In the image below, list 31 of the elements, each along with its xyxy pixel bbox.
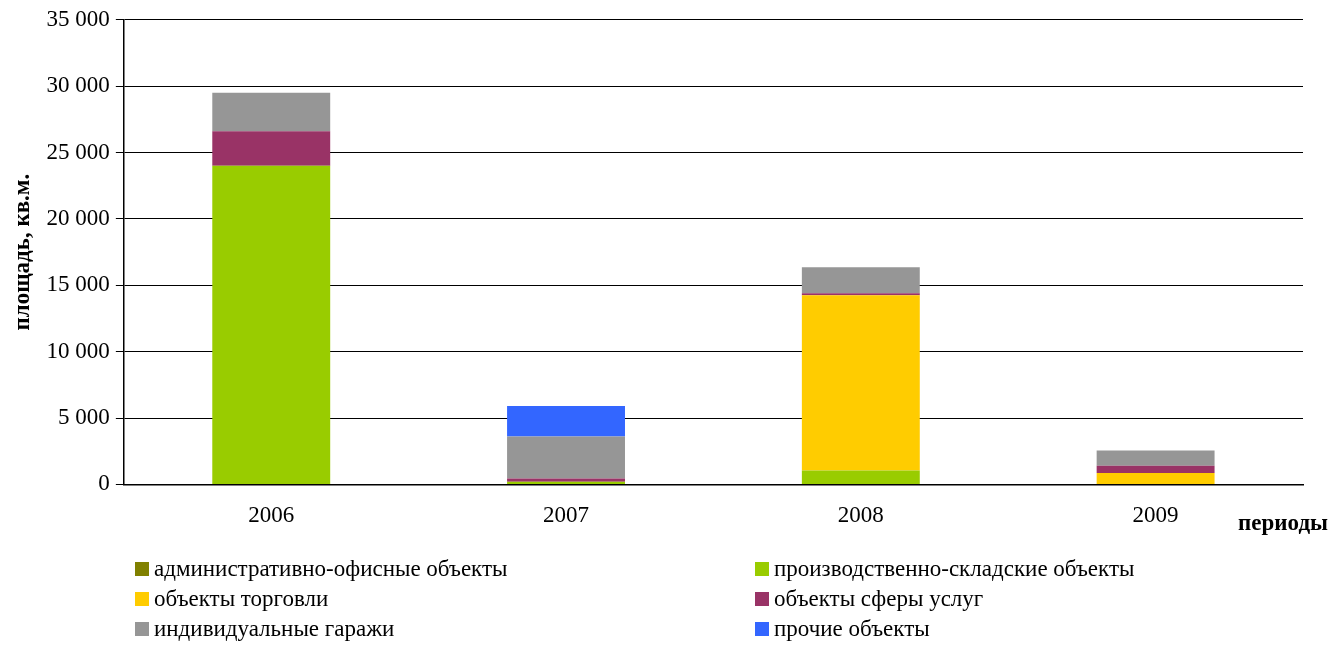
- bar: [1096, 465, 1215, 474]
- y-tick-label: 25 000: [46, 138, 110, 164]
- x-tick-label: 2009: [1132, 502, 1179, 528]
- y-tick-label: 0: [98, 470, 110, 496]
- y-tick-label: 5 000: [58, 404, 110, 430]
- legend-label: производственно-складские объекты: [774, 556, 1135, 582]
- bar: [801, 470, 920, 484]
- x-tick-label: 2008: [837, 502, 884, 528]
- bar: [507, 436, 625, 479]
- legend-label: административно-офисные объекты: [154, 556, 508, 582]
- bar: [1096, 450, 1215, 466]
- legend-label: объекты сферы услуг: [774, 586, 984, 612]
- bar: [212, 131, 331, 166]
- bar: [212, 165, 331, 484]
- y-tick-label: 20 000: [46, 204, 110, 230]
- y-tick-label: 30 000: [46, 72, 110, 98]
- legend-label: индивидуальные гаражи: [154, 616, 395, 642]
- bar: [212, 92, 331, 132]
- x-tick-label: 2006: [248, 502, 295, 528]
- bar: [1096, 473, 1215, 484]
- x-axis-title: периоды: [1238, 510, 1329, 536]
- y-axis-title: площадь, кв.м.: [8, 173, 34, 331]
- legend-label: объекты торговли: [154, 586, 329, 612]
- y-tick-label: 15 000: [46, 271, 110, 297]
- legend-label: прочие объекты: [774, 616, 930, 642]
- bar: [801, 295, 920, 471]
- bar: [507, 406, 625, 437]
- x-tick-label: 2007: [543, 502, 590, 528]
- y-tick-label: 35 000: [46, 5, 110, 31]
- y-tick-label: 10 000: [46, 337, 110, 363]
- bar: [801, 267, 920, 294]
